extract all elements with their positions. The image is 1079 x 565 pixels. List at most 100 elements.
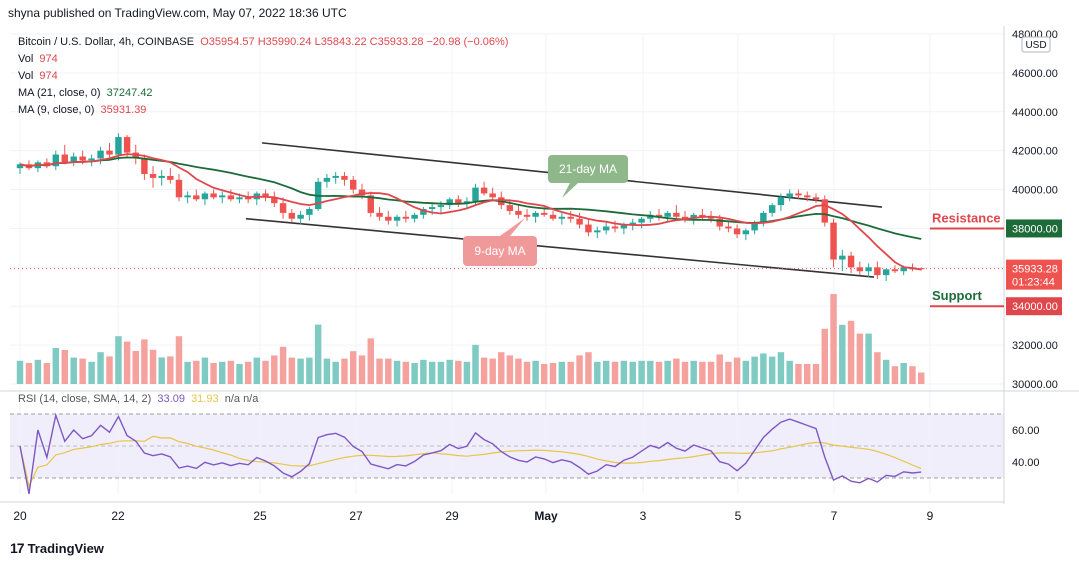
channel-lower-line[interactable] [245, 217, 875, 278]
candle-body[interactable] [16, 164, 24, 169]
legend-vol1-label[interactable]: Vol [18, 53, 34, 65]
rsi-sma-line[interactable] [19, 435, 922, 488]
candle-body[interactable] [61, 154, 68, 163]
candle-body[interactable] [891, 269, 899, 272]
candle-body[interactable] [707, 216, 715, 219]
candle-body[interactable] [106, 150, 113, 155]
candle-body[interactable] [532, 212, 539, 217]
candle-body[interactable] [673, 212, 680, 217]
candle-body[interactable] [847, 255, 855, 268]
candle-body[interactable] [681, 216, 689, 219]
candle-body[interactable] [585, 224, 592, 233]
candle-body[interactable] [79, 156, 86, 161]
candle-body[interactable] [506, 205, 514, 211]
candle-body[interactable] [244, 197, 252, 200]
candle-body[interactable] [716, 218, 723, 227]
rsi-line[interactable] [19, 412, 922, 495]
candle-body[interactable] [402, 216, 410, 219]
candle-body[interactable] [367, 195, 374, 213]
candle-body[interactable] [874, 267, 881, 276]
candle-body[interactable] [262, 193, 269, 198]
candle-body[interactable] [540, 212, 548, 215]
ma9-line[interactable] [19, 153, 922, 271]
legend-ma9-label[interactable]: MA (9, close, 0) [18, 104, 95, 116]
candle-body[interactable] [760, 212, 767, 223]
candle-body[interactable] [523, 214, 531, 217]
candle-body[interactable] [227, 195, 235, 200]
candle-body[interactable] [271, 197, 278, 204]
candle-body[interactable] [201, 193, 209, 200]
candle-body[interactable] [297, 214, 304, 219]
candle-body[interactable] [288, 212, 296, 219]
candle-body[interactable] [123, 137, 131, 153]
candle-body[interactable] [350, 179, 357, 190]
candle-body[interactable] [549, 214, 557, 219]
candle-body[interactable] [358, 189, 366, 196]
candle-body[interactable] [341, 175, 348, 180]
ma21-line[interactable] [19, 156, 922, 240]
candle-body[interactable] [629, 222, 636, 225]
price-chart-svg[interactable]: 21-day MA9-day MAResistanceSupport48000.… [0, 26, 1079, 530]
currency-badge[interactable] [1021, 36, 1051, 53]
candle-body[interactable] [804, 195, 811, 198]
candle-body[interactable] [830, 222, 837, 260]
candle-body[interactable] [70, 156, 77, 163]
candle-body[interactable] [219, 195, 226, 198]
legend-vol2-label[interactable]: Vol [18, 70, 34, 82]
candle-body[interactable] [306, 209, 313, 215]
candle-body[interactable] [175, 179, 183, 198]
candle-body[interactable] [463, 201, 471, 204]
candle-body[interactable] [428, 207, 436, 209]
candle-body[interactable] [786, 193, 793, 198]
candle-body[interactable] [446, 199, 453, 206]
candle-body[interactable] [193, 195, 200, 200]
candle-body[interactable] [856, 267, 864, 272]
candle-body[interactable] [323, 177, 331, 182]
candle-body[interactable] [733, 228, 741, 235]
chart-area[interactable]: 21-day MA 9-day MA Resistance Support 48000.… [0, 26, 1079, 530]
candle-body[interactable] [420, 209, 427, 215]
candle-body[interactable] [393, 216, 401, 221]
candle-body[interactable] [489, 193, 496, 198]
candle-body[interactable] [437, 205, 445, 208]
candle-body[interactable] [115, 137, 122, 155]
candle-body[interactable] [777, 197, 785, 206]
candle-body[interactable] [602, 226, 610, 231]
candle-body[interactable] [279, 203, 287, 213]
candle-body[interactable] [132, 152, 139, 159]
candle-body[interactable] [699, 214, 706, 217]
candle-body[interactable] [690, 214, 697, 219]
candle-body[interactable] [812, 197, 820, 200]
candle-body[interactable] [210, 193, 217, 198]
candle-body[interactable] [647, 214, 654, 219]
candle-body[interactable] [664, 212, 671, 217]
candle-body[interactable] [455, 199, 462, 204]
candle-body[interactable] [821, 199, 828, 223]
candle-body[interactable] [141, 158, 148, 174]
candle-body[interactable] [480, 187, 488, 194]
rsi-legend-label[interactable]: RSI (14, close, SMA, 14, 2) [18, 393, 152, 405]
candle-body[interactable] [332, 175, 339, 178]
candle-body[interactable] [594, 230, 601, 233]
tradingview-footer[interactable]: 17 TradingView [10, 540, 104, 556]
candle-body[interactable] [751, 222, 758, 231]
candle-body[interactable] [376, 212, 383, 217]
candle-body[interactable] [865, 267, 872, 272]
candle-body[interactable] [576, 218, 583, 225]
candle-body[interactable] [52, 154, 60, 167]
candle-body[interactable] [515, 210, 522, 215]
candle-body[interactable] [900, 267, 907, 272]
candle-body[interactable] [184, 195, 191, 198]
candle-body[interactable] [620, 224, 628, 229]
candle-body[interactable] [567, 216, 574, 219]
candle-body[interactable] [411, 214, 418, 219]
candle-body[interactable] [742, 230, 750, 235]
candle-body[interactable] [768, 205, 776, 213]
legend-ma21-label[interactable]: MA (21, close, 0) [18, 87, 101, 99]
candle-body[interactable] [611, 226, 619, 229]
candle-body[interactable] [158, 175, 165, 178]
candle-body[interactable] [795, 193, 802, 196]
candle-body[interactable] [236, 197, 243, 200]
candle-body[interactable] [882, 269, 890, 276]
candle-body[interactable] [638, 218, 645, 223]
